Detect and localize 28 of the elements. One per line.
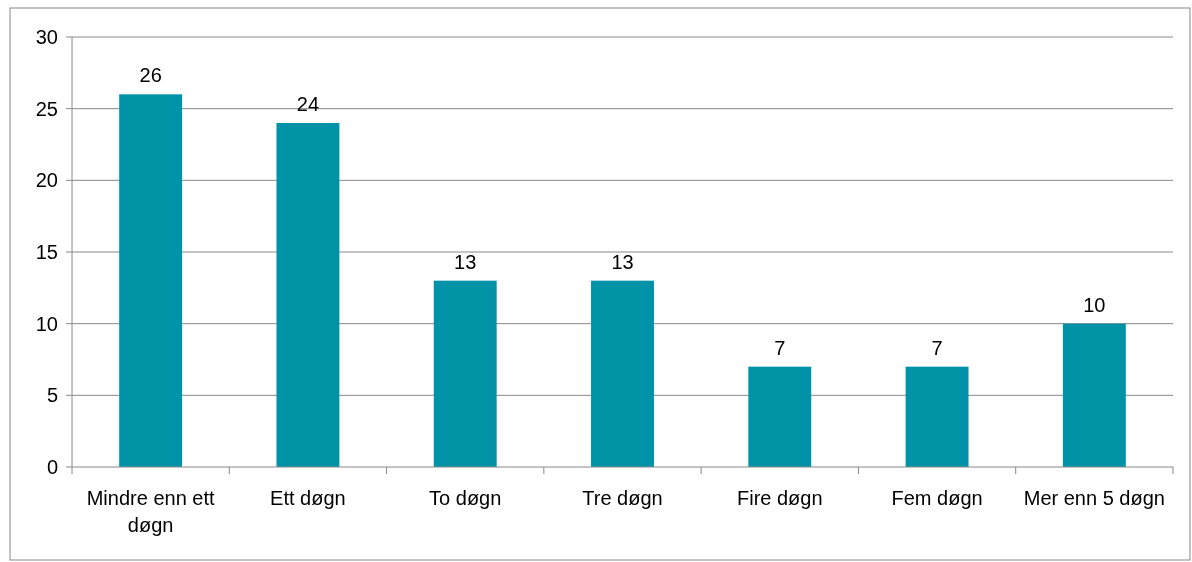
y-tick-label: 30 xyxy=(35,26,58,48)
data-label: 13 xyxy=(611,250,634,273)
bar xyxy=(433,280,497,467)
data-label: 24 xyxy=(296,93,320,115)
y-tick-label: 10 xyxy=(35,312,58,335)
y-tick-label: 15 xyxy=(35,241,58,263)
y-tick-label: 20 xyxy=(35,169,58,192)
x-tick-label: Fire døgn xyxy=(736,487,823,509)
x-tick-label: Fem døgn xyxy=(891,487,983,509)
data-label: 7 xyxy=(931,336,943,359)
x-tick-label: To døgn xyxy=(429,487,502,509)
x-tick-label: Mer enn 5 døgn xyxy=(1023,487,1165,509)
bar xyxy=(276,123,340,467)
y-tick-label: 5 xyxy=(46,384,58,407)
bar xyxy=(905,366,969,467)
bar xyxy=(748,366,812,467)
bar xyxy=(119,94,183,467)
data-label: 10 xyxy=(1083,293,1106,316)
y-tick-label: 0 xyxy=(46,456,58,478)
bar xyxy=(1062,323,1126,467)
data-label: 7 xyxy=(774,336,786,359)
x-tick-label: Ett døgn xyxy=(270,487,346,509)
x-tick-label: Tre døgn xyxy=(582,487,663,509)
y-tick-label: 25 xyxy=(35,97,58,120)
x-tick-label: Mindre enn ett døgn xyxy=(86,487,216,536)
data-label: 26 xyxy=(139,64,162,87)
bar xyxy=(591,280,654,467)
data-label: 13 xyxy=(454,250,477,273)
